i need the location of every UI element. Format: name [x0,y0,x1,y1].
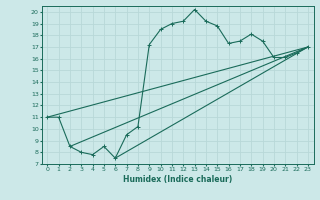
X-axis label: Humidex (Indice chaleur): Humidex (Indice chaleur) [123,175,232,184]
